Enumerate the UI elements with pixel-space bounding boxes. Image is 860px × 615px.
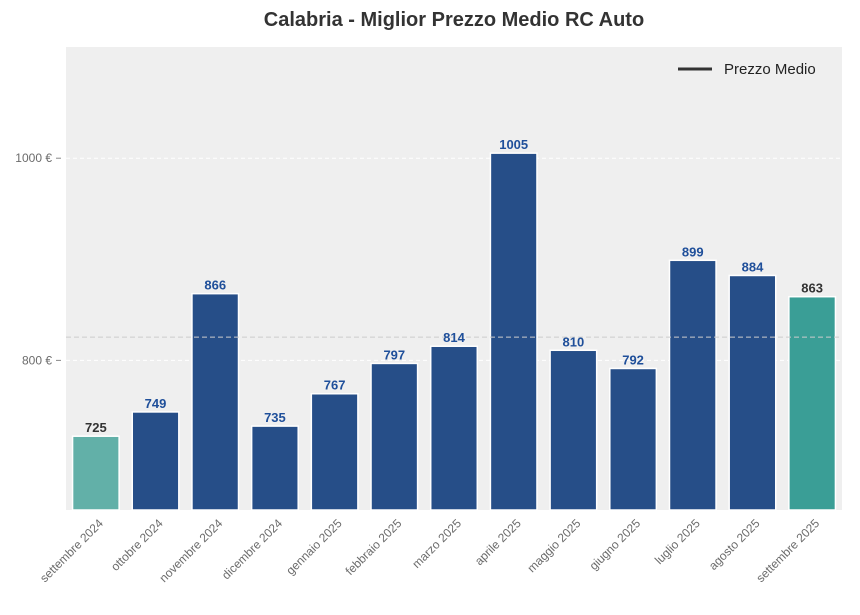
- legend-label: Prezzo Medio: [724, 61, 816, 78]
- bar: [609, 367, 658, 511]
- y-tick-label: 1000 €: [15, 151, 52, 165]
- bar: [549, 349, 598, 511]
- x-tick-label: gennaio 2025: [283, 516, 345, 578]
- bars-layer: [71, 152, 837, 511]
- y-tick-label: 800 €: [22, 353, 52, 367]
- bar: [668, 259, 717, 511]
- x-tick-label: novembre 2024: [156, 516, 225, 585]
- bar-value-label: 810: [563, 334, 585, 349]
- bar-value-label: 749: [145, 396, 167, 411]
- x-tick-label: maggio 2025: [525, 516, 584, 575]
- x-tick-label: settembre 2025: [753, 516, 822, 585]
- value-labels-layer: 725 749 866 735 767 797 814 1005 810 792 899 884 863: [85, 137, 823, 435]
- bar-value-label: 814: [443, 330, 465, 345]
- chart-title: Calabria - Miglior Prezzo Medio RC Auto: [264, 9, 644, 31]
- x-tick-label: settembre 2024: [37, 516, 106, 585]
- bar-value-label: 899: [682, 244, 704, 259]
- x-tick-label: agosto 2025: [706, 516, 763, 573]
- bar-value-label: 725: [85, 420, 107, 435]
- bar: [788, 295, 837, 511]
- y-axis-ticks: 800 € 1000 €: [15, 151, 61, 367]
- x-tick-label: marzo 2025: [409, 516, 464, 571]
- bar-value-label: 1005: [499, 137, 528, 152]
- bar-value-label: 797: [383, 347, 405, 362]
- bar: [370, 362, 419, 511]
- bar: [250, 425, 299, 511]
- bar: [310, 392, 359, 511]
- x-tick-label: febbraio 2025: [343, 516, 405, 578]
- bar: [489, 152, 538, 511]
- bar: [728, 274, 777, 511]
- bar-value-label: 884: [742, 259, 764, 274]
- bar-value-label: 863: [801, 281, 823, 296]
- bar-value-label: 767: [324, 378, 346, 393]
- x-tick-label: aprile 2025: [472, 516, 524, 568]
- x-tick-label: giugno 2025: [587, 516, 644, 573]
- bar-value-label: 735: [264, 410, 286, 425]
- x-tick-label: dicembre 2024: [219, 516, 285, 582]
- bar: [71, 435, 120, 511]
- bar-value-label: 792: [622, 352, 644, 367]
- bar-value-label: 866: [204, 278, 226, 293]
- x-tick-label: ottobre 2024: [108, 516, 166, 574]
- bar: [191, 292, 240, 511]
- legend: Prezzo Medio: [678, 61, 816, 78]
- x-tick-label: luglio 2025: [652, 516, 703, 567]
- bar: [429, 345, 479, 511]
- bar: [131, 411, 180, 511]
